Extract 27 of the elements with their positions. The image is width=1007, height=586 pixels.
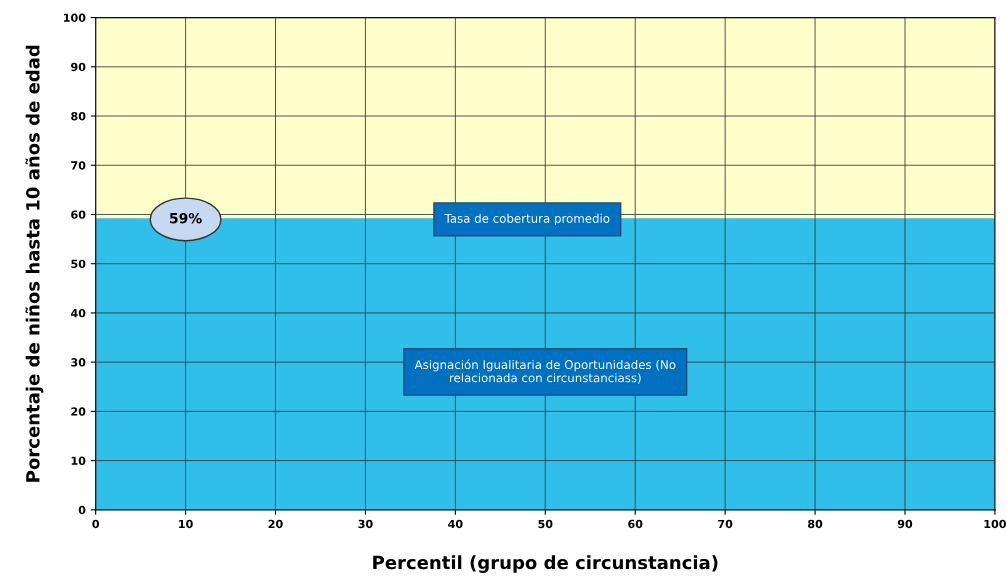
y-tick-label: 80 bbox=[71, 112, 86, 121]
y-tick-label: 40 bbox=[70, 308, 86, 318]
y-tick-label: 90 bbox=[71, 62, 86, 72]
x-tick-label: 40 bbox=[448, 519, 463, 529]
y-tick-label: 10 bbox=[71, 456, 86, 465]
annotation: Tasa de cobertura promedio bbox=[444, 213, 610, 226]
annotation: Asignación Igualitaria de Oportunidades (No relacionada con circunstanciass) bbox=[414, 359, 676, 384]
x-tick-label: 50 bbox=[538, 519, 553, 529]
x-tick-label: 0 bbox=[92, 519, 99, 529]
x-tick-label: 70 bbox=[718, 519, 733, 529]
x-tick-label: 10 bbox=[179, 519, 193, 529]
x-tick-label: 60 bbox=[628, 519, 643, 529]
y-axis-title: Porcentaje de niños hasta 10 años de edad bbox=[25, 45, 44, 482]
y-tick-label: 30 bbox=[71, 358, 86, 367]
x-tick-label: 80 bbox=[808, 519, 823, 529]
x-tick-label: 90 bbox=[897, 519, 913, 529]
x-axis-title: Percentil (grupo de circunstancia) bbox=[373, 555, 718, 573]
y-tick-label: 0 bbox=[78, 505, 86, 515]
y-tick-label: 20 bbox=[71, 407, 86, 416]
x-tick-label: 20 bbox=[268, 519, 283, 529]
y-tick-label: 60 bbox=[71, 210, 86, 219]
y-tick-label: 100 bbox=[64, 13, 86, 22]
y-tick-label: 70 bbox=[71, 161, 86, 170]
x-tick-label: 100 bbox=[984, 519, 1006, 529]
x-tick-label: 30 bbox=[358, 519, 373, 529]
y-tick-label: 50 bbox=[71, 259, 86, 269]
annotation: 59% bbox=[170, 212, 202, 224]
